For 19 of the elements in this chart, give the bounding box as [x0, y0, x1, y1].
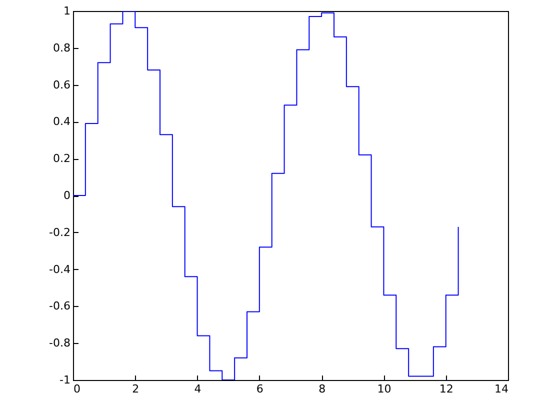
- x-tick-label: 6: [256, 382, 264, 396]
- y-tick-label: 1: [64, 4, 70, 18]
- y-tick-label: 0.6: [53, 78, 70, 92]
- y-tick-label: 0.4: [53, 115, 70, 128]
- y-tick-label: -0.8: [49, 336, 70, 350]
- y-tick-label: -0.2: [49, 226, 70, 239]
- x-tick-label: 10: [377, 382, 392, 396]
- y-tick-label: 0.8: [53, 41, 70, 54]
- y-tick-label: -0.4: [49, 262, 70, 276]
- x-tick-label: 8: [318, 382, 326, 396]
- x-tick-label: 2: [132, 382, 140, 396]
- y-tick-label: -1: [60, 374, 70, 386]
- x-tick-label: 14: [494, 382, 508, 396]
- y-tick-label: -0.6: [49, 300, 70, 313]
- y-tick-label: 0: [64, 189, 70, 202]
- x-tick-label: 4: [194, 382, 202, 396]
- x-tick-label: 12: [439, 382, 454, 396]
- x-tick-label: 0: [74, 382, 80, 396]
- y-tick-label: 0.2: [53, 152, 70, 166]
